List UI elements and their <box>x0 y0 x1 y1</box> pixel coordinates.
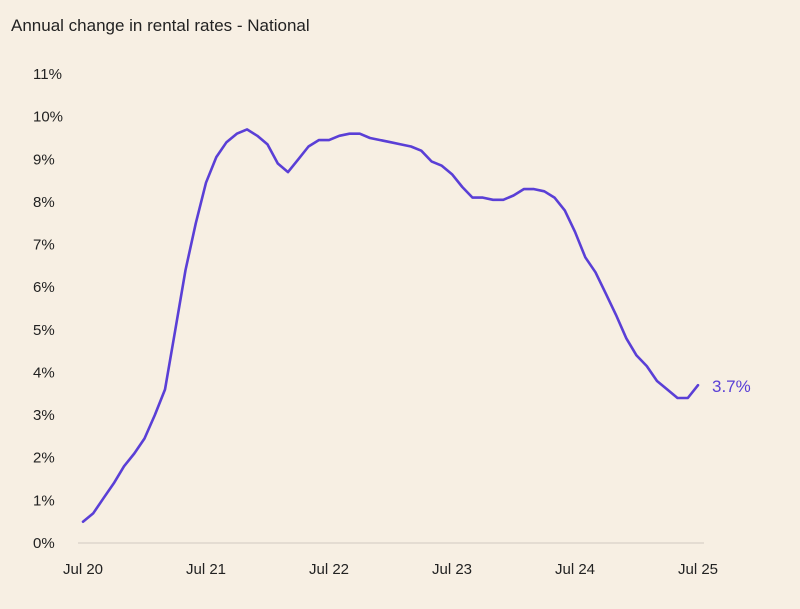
y-tick-label: 3% <box>33 407 55 424</box>
y-tick-label: 8% <box>33 194 55 211</box>
y-tick-label: 9% <box>33 151 55 168</box>
x-tick-label: Jul 21 <box>186 561 226 578</box>
y-tick-label: 0% <box>33 535 55 552</box>
series-line <box>81 128 700 524</box>
y-tick-label: 4% <box>33 364 55 381</box>
y-tick-label: 6% <box>33 279 55 296</box>
x-tick-label: Jul 25 <box>678 561 718 578</box>
y-tick-label: 10% <box>33 109 63 126</box>
y-tick-label: 11% <box>33 66 62 83</box>
x-tick-label: Jul 20 <box>63 561 103 578</box>
y-tick-label: 1% <box>33 492 55 509</box>
y-tick-label: 7% <box>33 237 55 254</box>
x-tick-label: Jul 23 <box>432 561 472 578</box>
x-tick-label: Jul 24 <box>555 561 595 578</box>
y-tick-label: 5% <box>33 322 55 339</box>
y-tick-label: 2% <box>33 450 55 467</box>
end-value-label: 3.7% <box>712 377 751 396</box>
chart-title: Annual change in rental rates - National <box>11 16 310 35</box>
x-tick-label: Jul 22 <box>309 561 349 578</box>
